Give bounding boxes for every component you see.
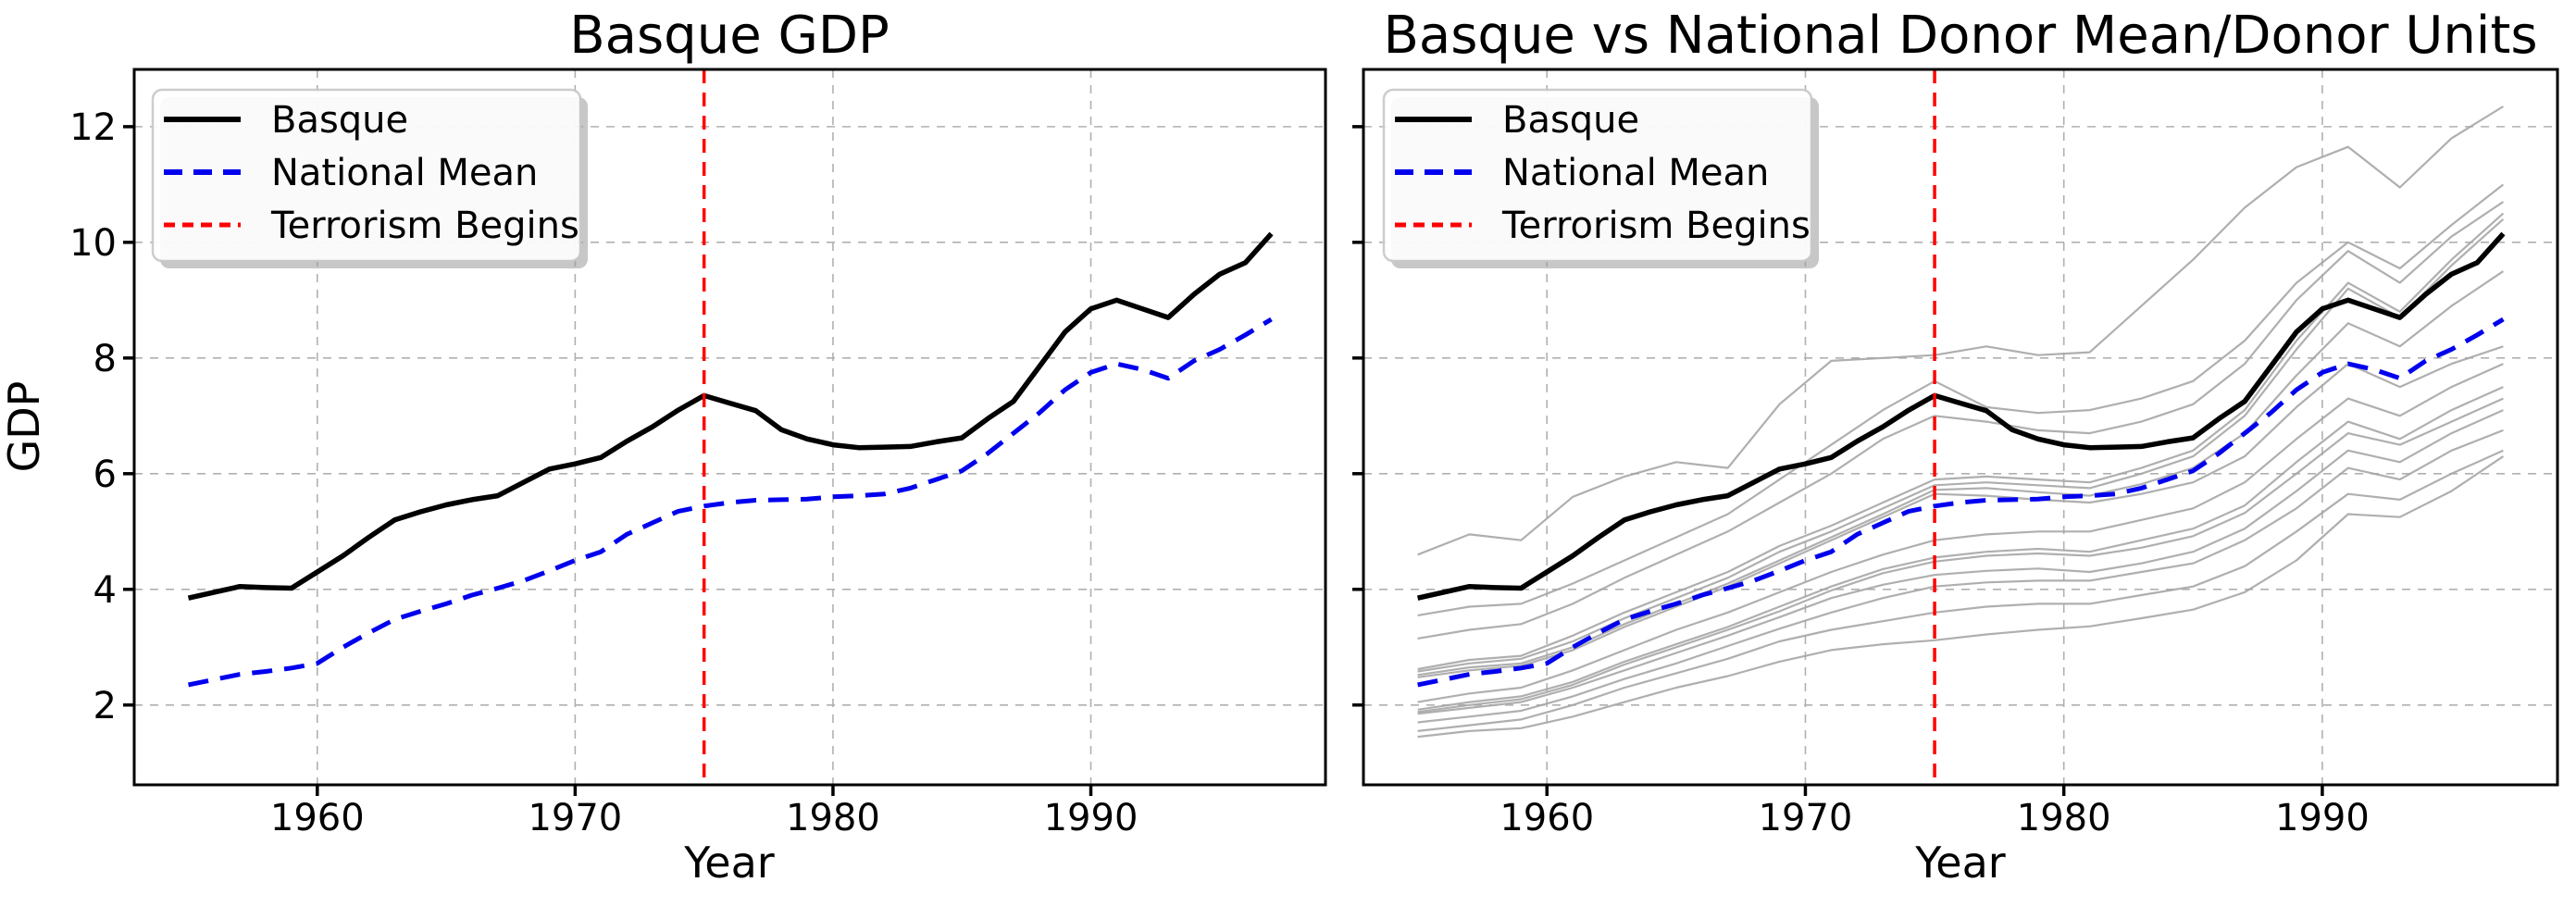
donor-unit-line-9 <box>1417 386 2504 711</box>
y-tick-label: 12 <box>69 106 117 149</box>
donor-unit-line-6 <box>1417 270 2505 677</box>
x-tick-label: 1960 <box>1500 797 1594 839</box>
legend-label-national-mean: National Mean <box>271 152 538 194</box>
donor-unit-line-12 <box>1417 429 2504 724</box>
legend-label-terrorism-begins: Terrorism Begins <box>1501 205 1811 247</box>
legend-box <box>1382 88 1813 263</box>
y-tick-label: 2 <box>93 685 117 727</box>
donor-unit-line-8 <box>1417 363 2504 703</box>
legend-label-terrorism-begins: Terrorism Begins <box>270 205 579 247</box>
x-tick-label: 1970 <box>528 797 622 839</box>
right-plot-title: Basque vs National Donor Mean/Donor Unit… <box>1383 6 2537 66</box>
x-tick-label: 1990 <box>1044 797 1139 839</box>
donor-unit-line-11 <box>1417 409 2504 715</box>
axes-spines <box>1362 68 2559 787</box>
left-legend: Basque National Mean Terrorism Begins <box>151 88 588 268</box>
donor-unit-line-13 <box>1417 449 2504 732</box>
right-xaxis-label: Year <box>1914 838 2005 888</box>
x-tick-label: 1990 <box>2275 797 2370 839</box>
left-xaxis-label: Year <box>683 838 774 888</box>
legend-box <box>151 88 582 263</box>
basque-line <box>1416 231 2506 601</box>
donor-unit-line-5 <box>1417 217 2505 673</box>
donor-unit-line-7 <box>1417 345 2504 678</box>
right-legend: Basque National Mean Terrorism Begins <box>1382 88 1819 268</box>
legend-label-basque: Basque <box>271 99 408 142</box>
legend-label-basque: Basque <box>1502 99 1639 142</box>
legend-label-national-mean: National Mean <box>1502 152 1769 194</box>
x-tick-label: 1970 <box>1759 797 1853 839</box>
y-tick-label: 8 <box>93 338 117 380</box>
donor-unit-line-2 <box>1417 183 2505 616</box>
y-tick-label: 4 <box>93 569 117 612</box>
y-tick-label: 10 <box>69 222 117 265</box>
axes-spines <box>132 68 1327 787</box>
x-tick-label: 1960 <box>270 797 365 839</box>
donor-unit-line-14 <box>1417 455 2505 739</box>
national-mean-line <box>1417 317 2505 688</box>
left-plot-area: 1960 1970 1980 1990 2 4 6 8 10 12 <box>69 68 1327 839</box>
donor-unit-line-10 <box>1417 397 2504 714</box>
basque-line <box>187 231 1274 601</box>
donor-unit-line-1 <box>1417 106 2504 556</box>
left-yaxis-label: GDP <box>0 381 49 473</box>
right-plot-area: 1960 1970 1980 1990 <box>1352 68 2559 839</box>
donor-unit-line-3 <box>1417 201 2505 640</box>
x-tick-label: 1980 <box>2017 797 2111 839</box>
left-plot-title: Basque GDP <box>569 6 890 66</box>
y-tick-label: 6 <box>93 454 117 496</box>
national-mean-line <box>188 317 1273 688</box>
x-tick-label: 1980 <box>786 797 880 839</box>
